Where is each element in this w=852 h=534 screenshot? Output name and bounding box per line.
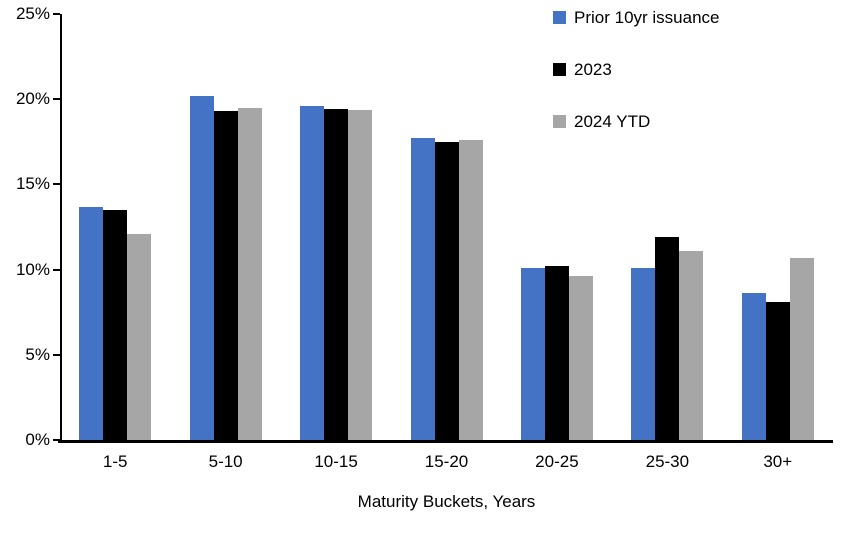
bar-2023	[213, 111, 238, 440]
x-axis-label: 15-20	[424, 452, 469, 471]
bar-2024-ytd	[679, 250, 704, 440]
bar-2023	[765, 301, 790, 440]
legend-item: 2023	[553, 59, 720, 80]
bar-2024-ytd	[348, 110, 373, 440]
y-axis-label: 10%	[15, 259, 50, 279]
x-axis-label: 20-25	[535, 452, 579, 471]
legend-swatch	[553, 115, 566, 128]
bar-prior-10yr-issuance	[631, 267, 656, 440]
legend-item: 2024 YTD	[553, 111, 720, 132]
bar-2024-ytd	[789, 257, 814, 440]
legend: Prior 10yr issuance 2023 2024 YTD	[553, 7, 720, 132]
legend-label: 2024 YTD	[574, 111, 651, 131]
bar-prior-10yr-issuance	[520, 267, 545, 440]
x-axis-label: 5-10	[208, 452, 243, 471]
x-axis-line	[58, 440, 833, 443]
y-axis-tick	[53, 353, 60, 356]
y-axis-label: 25%	[15, 4, 50, 23]
bar-prior-10yr-issuance	[300, 106, 325, 440]
y-axis-tick	[53, 268, 60, 271]
bar-prior-10yr-issuance	[79, 206, 104, 440]
y-axis-tick	[53, 13, 60, 15]
legend-swatch	[553, 11, 566, 24]
y-axis-label: 5%	[25, 344, 50, 364]
y-axis-label: 20%	[15, 89, 50, 109]
bar-2023	[544, 266, 569, 440]
x-axis-title: Maturity Buckets, Years	[357, 492, 536, 511]
x-axis-label: 1-5	[102, 452, 128, 471]
bar-2023	[655, 237, 680, 440]
bar-2024-ytd	[237, 107, 262, 440]
bar-2023	[324, 108, 349, 440]
legend-swatch	[553, 63, 566, 76]
x-axis-label: 10-15	[314, 452, 358, 471]
bar-2023	[103, 209, 128, 440]
bar-2024-ytd	[458, 140, 483, 440]
bar-prior-10yr-issuance	[189, 95, 214, 440]
legend-label: 2023	[574, 59, 612, 79]
legend-label: Prior 10yr issuance	[574, 7, 720, 27]
bar-2024-ytd	[568, 276, 593, 440]
legend-item: Prior 10yr issuance	[553, 7, 720, 28]
x-axis-label: 30+	[763, 452, 793, 471]
bar-prior-10yr-issuance	[741, 293, 766, 440]
y-axis-tick	[53, 183, 60, 186]
x-axis-label: 25-30	[645, 452, 690, 471]
y-axis-line	[60, 14, 62, 442]
y-axis-tick	[53, 98, 60, 101]
y-axis-label: 0%	[25, 430, 50, 449]
y-axis-tick	[53, 439, 60, 441]
bar-2024-ytd	[127, 233, 152, 440]
y-axis-label: 15%	[15, 174, 50, 194]
bar-2023	[434, 141, 459, 440]
bar-prior-10yr-issuance	[410, 138, 435, 440]
